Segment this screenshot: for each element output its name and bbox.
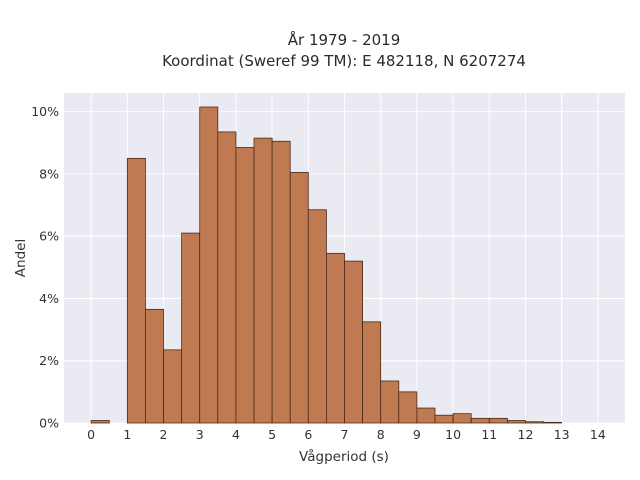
y-axis-label: Andel — [13, 239, 29, 277]
histogram-bar — [488, 417, 508, 424]
histogram-bar — [416, 407, 436, 424]
histogram-bar — [525, 421, 544, 424]
x-tick-label: 6 — [304, 427, 312, 442]
x-tick-label: 5 — [268, 427, 276, 442]
histogram-bar — [344, 260, 363, 424]
histogram-bar — [217, 131, 237, 424]
x-tick-label: 13 — [554, 427, 570, 442]
y-tick-label: 0% — [39, 416, 59, 431]
x-tick-label: 3 — [196, 427, 204, 442]
y-tick-label: 4% — [39, 291, 59, 306]
chart-title-line-1: År 1979 - 2019 — [288, 30, 401, 49]
histogram-bar — [235, 147, 255, 424]
histogram-bar — [452, 413, 472, 424]
x-tick-label: 12 — [518, 427, 534, 442]
histogram-bar — [289, 171, 309, 424]
histogram-bar — [163, 349, 183, 424]
y-tick-label: 10% — [31, 104, 59, 119]
y-axis-ticks: 0% 2% 4% 6% 8% 10% — [31, 104, 59, 430]
y-tick-label: 8% — [39, 166, 59, 181]
histogram-bar — [470, 417, 490, 424]
histogram-bar — [199, 106, 219, 424]
x-tick-label: 7 — [341, 427, 349, 442]
x-tick-label: 8 — [377, 427, 385, 442]
histogram-bar — [543, 421, 563, 424]
histogram-bar — [90, 420, 110, 424]
x-tick-label: 9 — [413, 427, 421, 442]
x-tick-label: 10 — [445, 427, 461, 442]
histogram-bar — [253, 137, 273, 424]
histogram-bar — [380, 380, 400, 424]
x-tick-label: 11 — [481, 427, 497, 442]
histogram-bar — [145, 308, 164, 424]
x-tick-label: 1 — [123, 427, 131, 442]
x-tick-label: 0 — [87, 427, 95, 442]
bars — [90, 106, 563, 424]
histogram-bar — [126, 157, 146, 424]
histogram-bar — [326, 252, 345, 424]
x-tick-label: 4 — [232, 427, 240, 442]
x-axis-ticks: 0 1 2 3 4 5 6 7 8 9 10 11 12 13 14 — [87, 427, 606, 442]
chart-title-line-2: Koordinat (Sweref 99 TM): E 482118, N 62… — [162, 52, 526, 70]
histogram-bar — [271, 140, 291, 424]
x-axis-label: Vågperiod (s) — [299, 448, 389, 465]
y-tick-label: 6% — [39, 229, 59, 244]
histogram-bar — [181, 232, 201, 424]
histogram-bar — [307, 209, 327, 424]
x-tick-label: 14 — [590, 427, 606, 442]
y-tick-label: 2% — [39, 353, 59, 368]
x-tick-label: 2 — [160, 427, 168, 442]
grid-lines — [64, 93, 625, 424]
histogram-bar — [362, 321, 382, 424]
histogram-bar — [398, 391, 418, 424]
histogram-bar — [506, 420, 526, 424]
histogram-bar — [434, 414, 454, 424]
